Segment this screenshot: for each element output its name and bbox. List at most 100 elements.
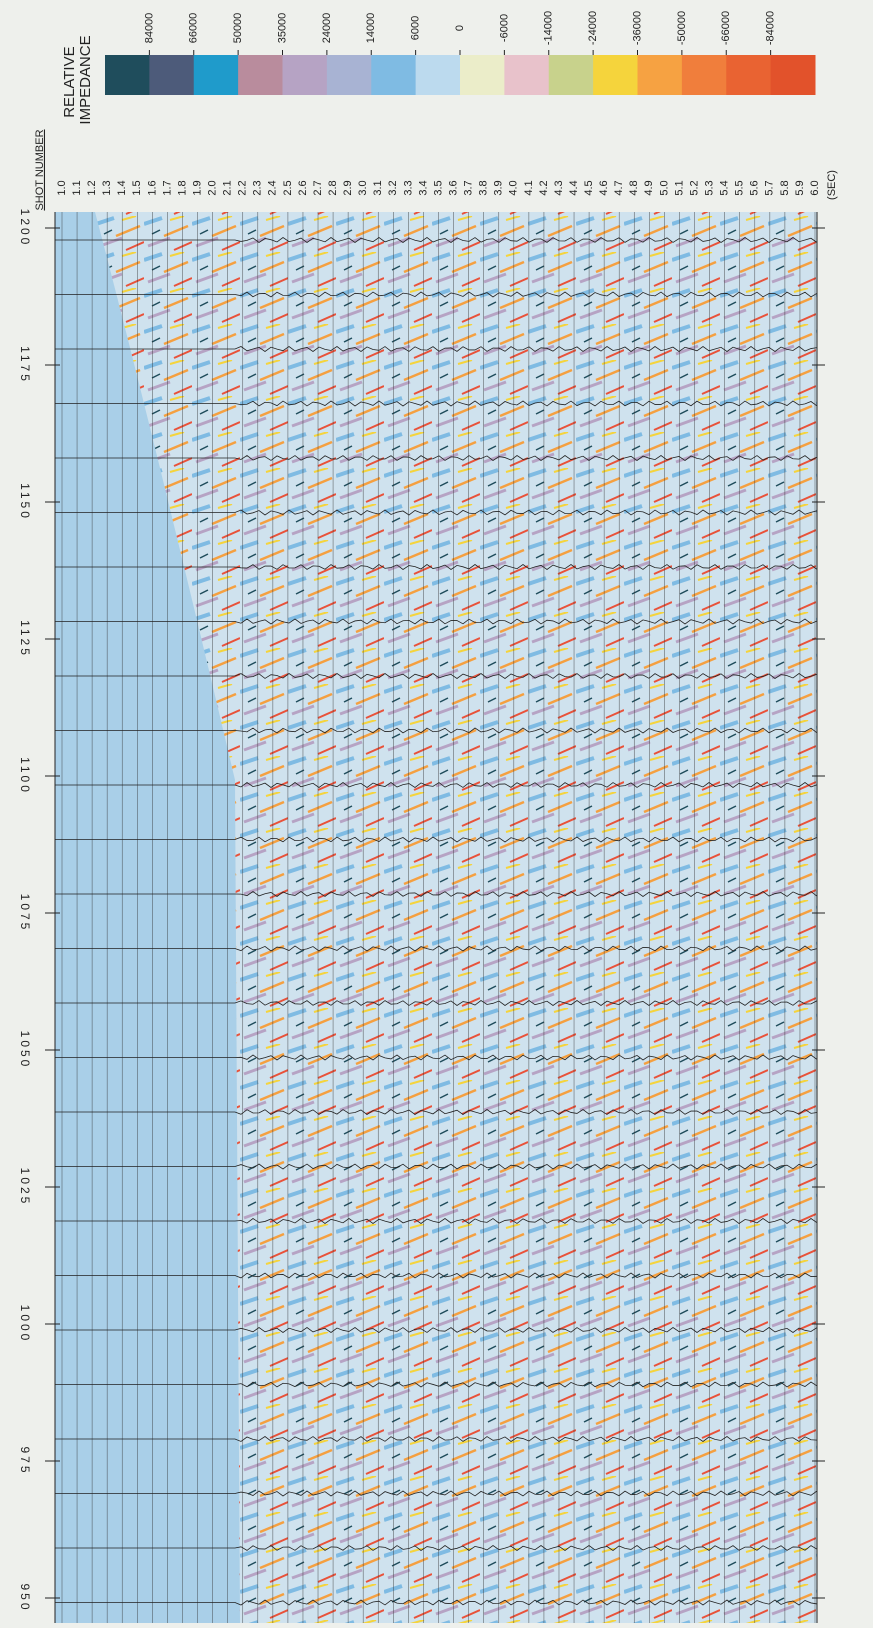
time-label: 4.7 [613,180,625,195]
trace [55,564,818,570]
legend-label: 24000 [321,13,333,44]
legend-title: RELATIVE IMPEDANCE [61,35,94,124]
shot-number: 975 [18,1446,32,1475]
trace [55,1109,818,1115]
colorbar-box [726,55,772,95]
legend-label: -6000 [498,14,510,42]
colorbar-box [282,55,328,95]
trace [55,1490,818,1497]
time-label: 4.9 [643,180,655,195]
trace [55,1218,818,1224]
legend-label: 14000 [365,13,377,44]
time-label: 4.4 [568,180,580,195]
trace [55,618,818,625]
time-label: 1.9 [191,180,203,195]
time-label: 5.7 [764,180,776,195]
legend-label: 84000 [143,13,155,44]
trace [55,673,818,679]
time-label: 1.6 [146,180,158,195]
time-label: 3.3 [402,180,414,195]
time-label: 1.4 [116,180,128,195]
trace [55,1381,818,1388]
shot-number: 1000 [18,1305,32,1344]
trace [55,1599,818,1606]
axis-title: SHOT NUMBER [34,129,46,210]
time-label: 1.2 [86,180,98,195]
trace [55,1327,818,1333]
time-label: 5.4 [719,180,731,195]
time-label: 1.1 [71,180,83,195]
time-label: 4.8 [628,180,640,195]
time-label: 2.2 [237,180,249,195]
legend-label: 66000 [188,13,200,44]
trace [55,1054,818,1061]
time-label: 3.6 [447,180,459,195]
time-label: 6.0 [809,180,821,195]
colorbar-box [149,55,195,95]
trace [55,509,818,516]
time-label: 5.3 [703,180,715,195]
trace [55,1545,818,1551]
time-label: 2.5 [282,180,294,195]
time-label: 3.2 [387,180,399,195]
time-label: 2.6 [297,180,309,195]
water-column [55,212,240,1623]
time-label: 5.1 [673,180,685,195]
time-label: 5.8 [779,180,791,195]
colorbar-box [504,55,550,95]
time-label: 1.5 [131,180,143,195]
trace [55,1163,818,1170]
shot-number: 1025 [18,1168,32,1207]
time-label: 3.1 [372,180,384,195]
legend-title-line: IMPEDANCE [77,35,94,124]
trace [55,400,818,407]
time-label: 2.7 [312,180,324,195]
colorbar-box [326,55,372,95]
colorbar-box [637,55,683,95]
time-label: 5.0 [658,180,670,195]
time-unit: (SEC) [826,170,838,200]
time-label: 5.2 [688,180,700,195]
trace [55,291,818,298]
colorbar-box [593,55,638,95]
time-label: 4.1 [523,180,535,195]
shot-number: 1150 [18,483,32,521]
colorbar-box [238,55,283,95]
time-label: 3.0 [357,180,369,195]
shot-number: 1200 [18,209,32,248]
trace [55,945,818,952]
shot-number: 1050 [18,1031,32,1070]
colorbar-box [415,55,461,95]
time-label: 1.8 [176,180,188,195]
shot-number: 1125 [18,620,32,658]
time-label: 3.7 [463,180,475,195]
time-label: 2.8 [327,180,339,195]
colorbar-box [548,55,594,95]
colorbar-box [460,55,505,95]
colorbar-box [371,55,417,95]
legend-title-line: RELATIVE [61,46,78,117]
time-label: 4.6 [598,180,610,195]
time-label: 4.3 [553,180,565,195]
trace [55,1436,818,1442]
legend-label: -66000 [720,11,732,45]
trace [55,1000,818,1006]
time-label: 5.6 [749,180,761,195]
legend-label: 6000 [410,16,422,40]
legend-label: -14000 [543,11,555,45]
time-label: 1.0 [56,180,68,195]
shot-number: 950 [18,1583,32,1612]
time-label: 4.0 [508,180,520,195]
time-label: 2.9 [342,180,354,195]
time-label: 4.2 [538,180,550,195]
shot-number: 1175 [18,346,32,384]
legend-label: -50000 [676,11,688,45]
trace [55,455,818,461]
time-label: 2.4 [267,180,279,195]
legend-label: 50000 [232,13,244,44]
trace [55,1272,818,1279]
trace [55,727,818,734]
colorbar-box [681,55,727,95]
